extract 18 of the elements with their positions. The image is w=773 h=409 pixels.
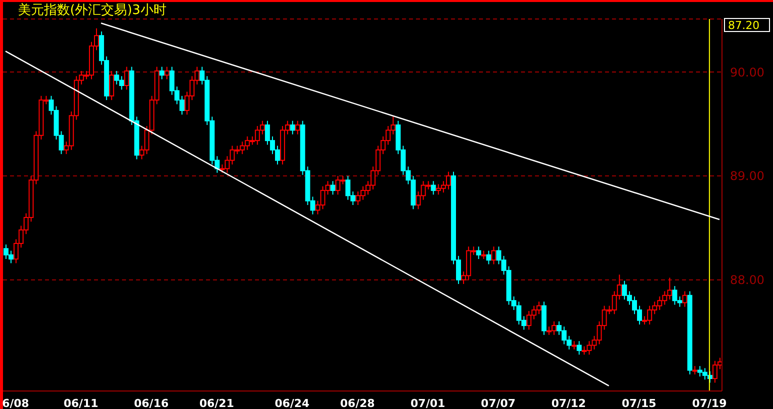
x-tick-label: 06/16 [134,396,169,409]
x-tick-label: 07/12 [551,396,586,409]
x-tick-label: 06/11 [64,396,98,409]
chart-title: 美元指数(外汇交易)3小时 [18,3,166,18]
candlestick [682,290,688,308]
candlestick [541,301,546,336]
x-tick-label: 06/21 [199,396,234,409]
y-tick-label: 89.00 [730,169,764,184]
text: 87.20 [724,18,770,32]
x-tick-label: 07/07 [480,396,516,409]
x-tick-label: 07/19 [692,396,727,409]
x-tick-label: 07/01 [410,396,446,409]
x-tick-label: 06/28 [340,396,375,409]
y-tick-label: 90.00 [730,65,764,80]
candlestick [687,290,692,375]
x-tick-label: 06/24 [274,396,310,409]
y-tick-label: 88.00 [730,273,764,288]
x-tick-label: 07/15 [622,396,656,409]
